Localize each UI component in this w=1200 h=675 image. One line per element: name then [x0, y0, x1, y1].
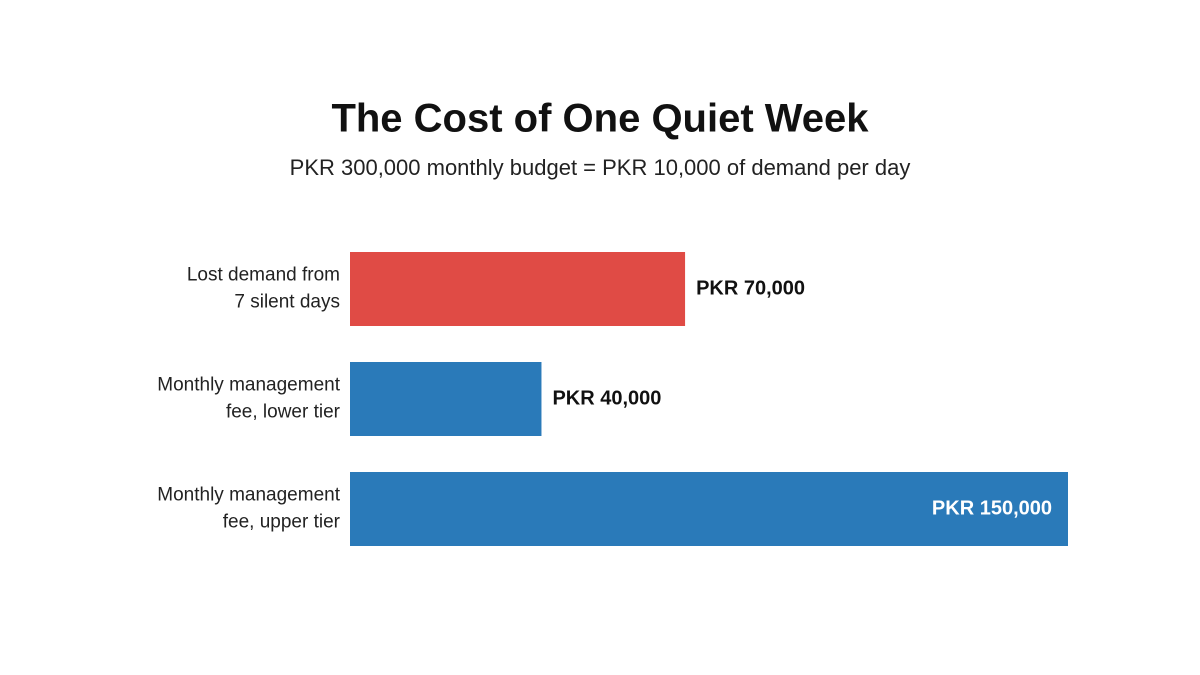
chart-subtitle: PKR 300,000 monthly budget = PKR 10,000 … — [290, 155, 911, 180]
bar — [350, 362, 542, 436]
bar — [350, 252, 686, 326]
value-label: PKR 70,000 — [696, 277, 805, 299]
value-label: PKR 150,000 — [932, 497, 1052, 519]
chart-title: The Cost of One Quiet Week — [331, 97, 869, 141]
bar — [350, 472, 1068, 546]
category-label: Monthly management fee, upper tier — [157, 485, 340, 533]
category-label: Monthly management fee, lower tier — [157, 375, 340, 423]
value-label: PKR 40,000 — [552, 387, 661, 409]
category-label: Lost demand from 7 silent days — [187, 265, 340, 313]
